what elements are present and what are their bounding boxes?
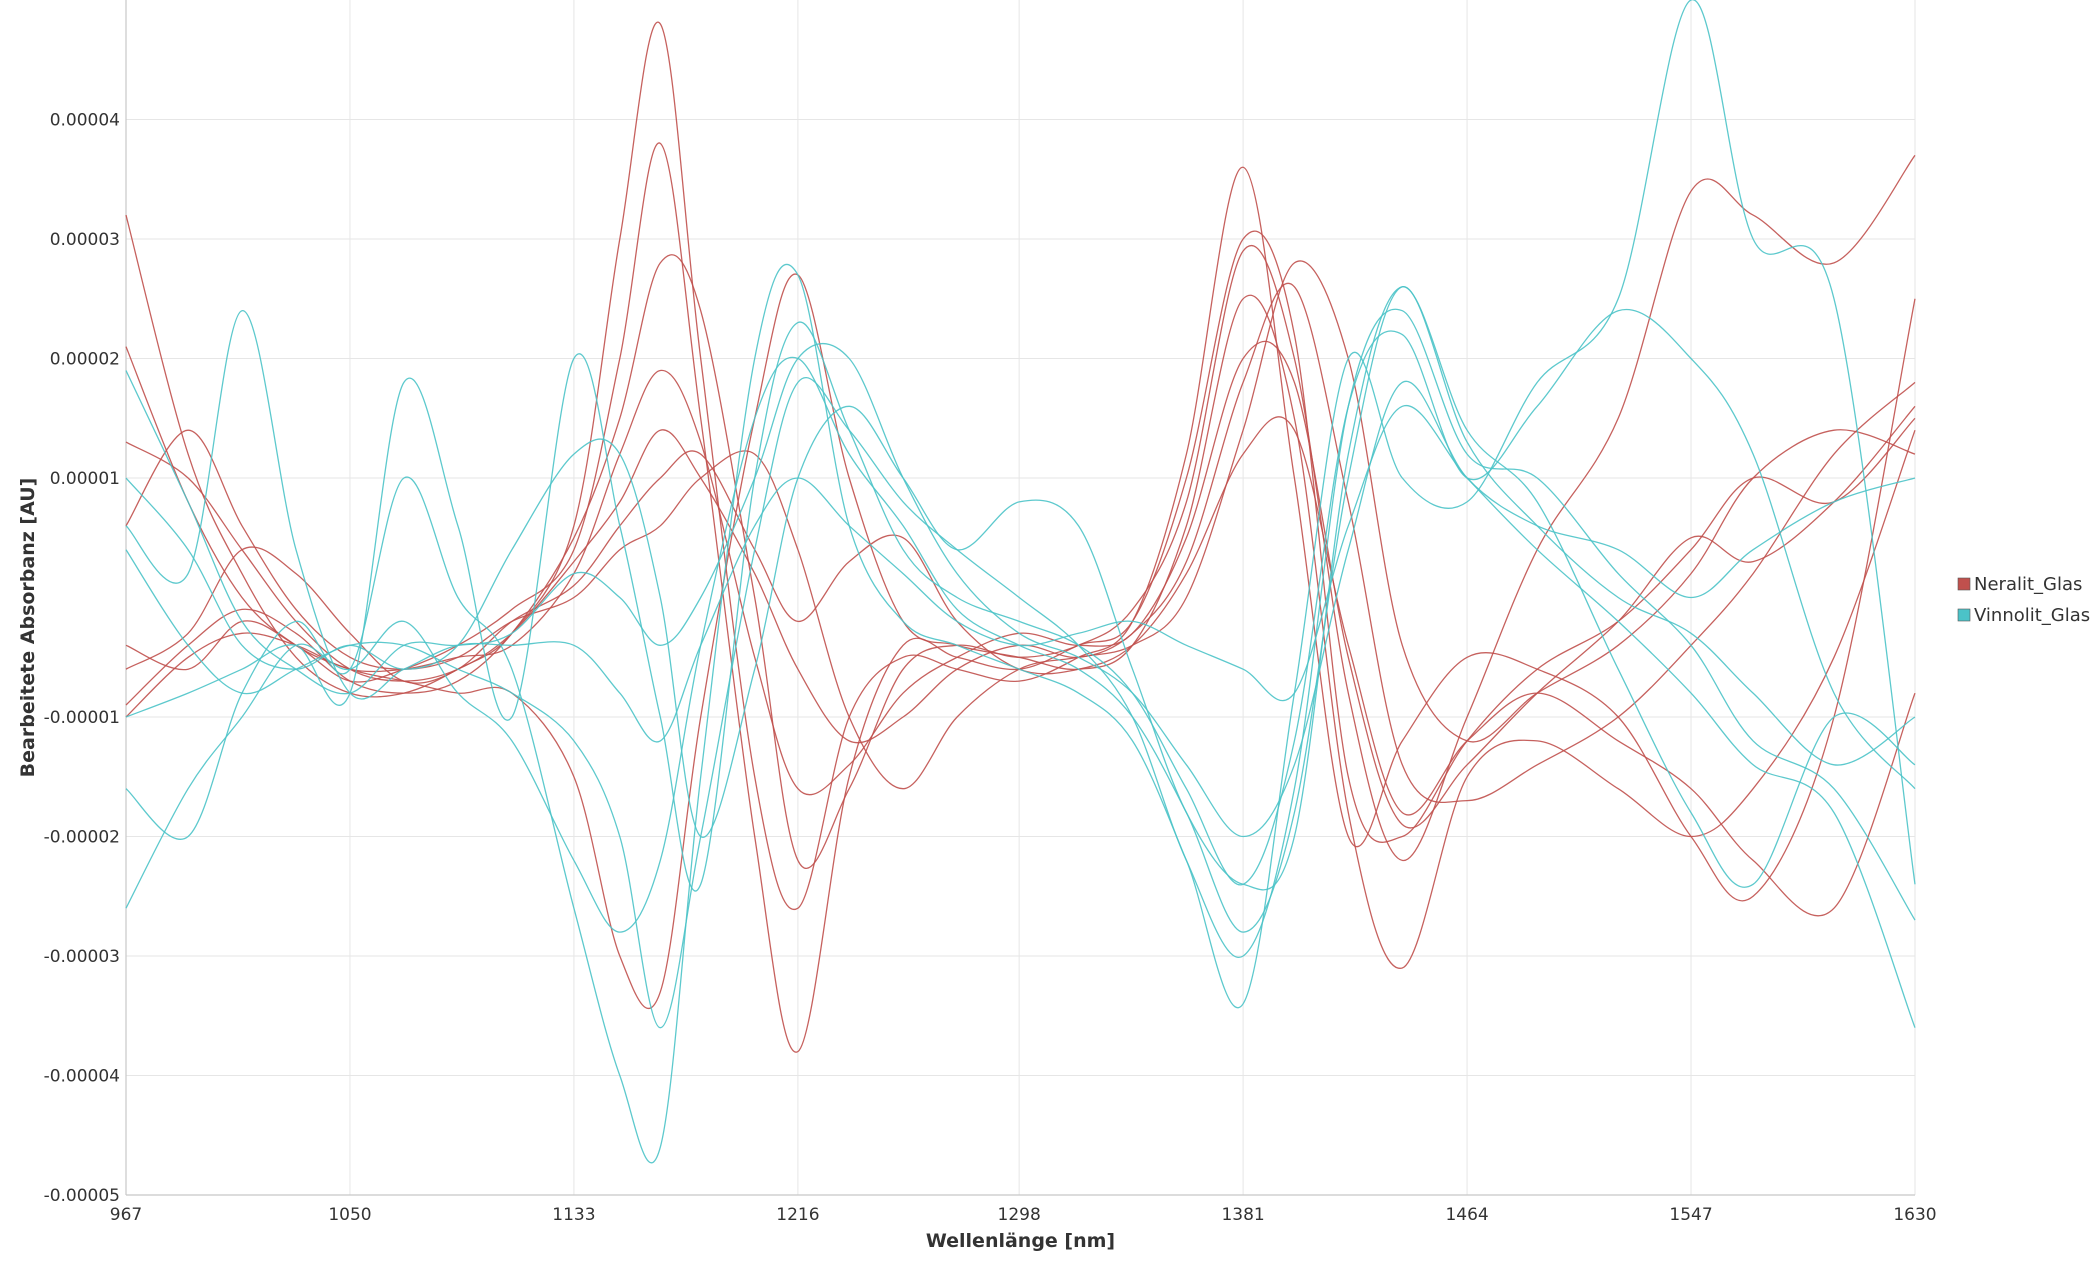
y-tick-label: 0.00002 (50, 350, 120, 370)
series-line-vinnolit-6 (125, 308, 1916, 1029)
series-line-vinnolit-7 (125, 286, 1916, 891)
x-tick-label: 1630 (1893, 1205, 1936, 1225)
x-tick-label: 1133 (552, 1205, 595, 1225)
y-tick-label: -0.00005 (44, 1186, 120, 1206)
legend-swatch-vinnolit (1957, 608, 1971, 622)
grid-lines (125, 0, 1916, 1196)
x-tick-label: 1216 (776, 1205, 819, 1225)
y-tick-label: -0.00004 (44, 1067, 120, 1087)
x-tick-label: 1547 (1669, 1205, 1712, 1225)
y-axis-title: Bearbeitete Absorbanz [AU] (17, 478, 39, 778)
y-tick-label: 0.00004 (50, 111, 120, 131)
series-line-neralit-7 (125, 416, 1916, 917)
y-axis-tick-labels: -0.00005 -0.00004 -0.00003 -0.00002 -0.00001… (44, 111, 120, 1207)
series-line-vinnolit-5 (125, 308, 1916, 892)
x-tick-label: 1298 (998, 1205, 1041, 1225)
legend-label-vinnolit: Vinnolit_Glas (1974, 605, 2090, 626)
legend-label-neralit: Neralit_Glas (1974, 574, 2082, 595)
x-axis-tick-labels: 967 1050 1133 1216 1298 1381 1464 1547 1630 (110, 1205, 1937, 1225)
series-line-vinnolit-4 (125, 310, 1916, 1028)
series-line-neralit-1 (125, 142, 1916, 1053)
y-tick-label: -0.00002 (44, 828, 120, 848)
series-line-vinnolit-3 (125, 343, 1916, 838)
series-line-neralit-3 (125, 273, 1916, 1009)
axes (125, 0, 1915, 1196)
series-line-vinnolit-2 (125, 286, 1916, 933)
y-tick-label: 0.00001 (50, 469, 120, 489)
x-tick-label: 1381 (1221, 1205, 1264, 1225)
x-tick-label: 1464 (1445, 1205, 1488, 1225)
legend-swatch-neralit (1957, 577, 1971, 591)
series-line-vinnolit-1 (125, 0, 1916, 1164)
series-lines (125, 0, 1916, 1164)
y-tick-label: -0.00003 (44, 947, 120, 967)
x-axis-title: Wellenlänge [nm] (926, 1230, 1115, 1252)
y-tick-label: -0.00001 (44, 708, 120, 728)
series-line-neralit-2 (125, 21, 1916, 911)
legend: Neralit_Glas Vinnolit_Glas (1957, 574, 2090, 626)
x-tick-label: 1050 (328, 1205, 371, 1225)
series-line-neralit-8 (125, 154, 1916, 869)
y-tick-label: 0.00003 (50, 230, 120, 250)
x-tick-label: 967 (110, 1205, 142, 1225)
series-line-neralit-5 (125, 282, 1916, 804)
series-line-neralit-6 (125, 260, 1916, 790)
